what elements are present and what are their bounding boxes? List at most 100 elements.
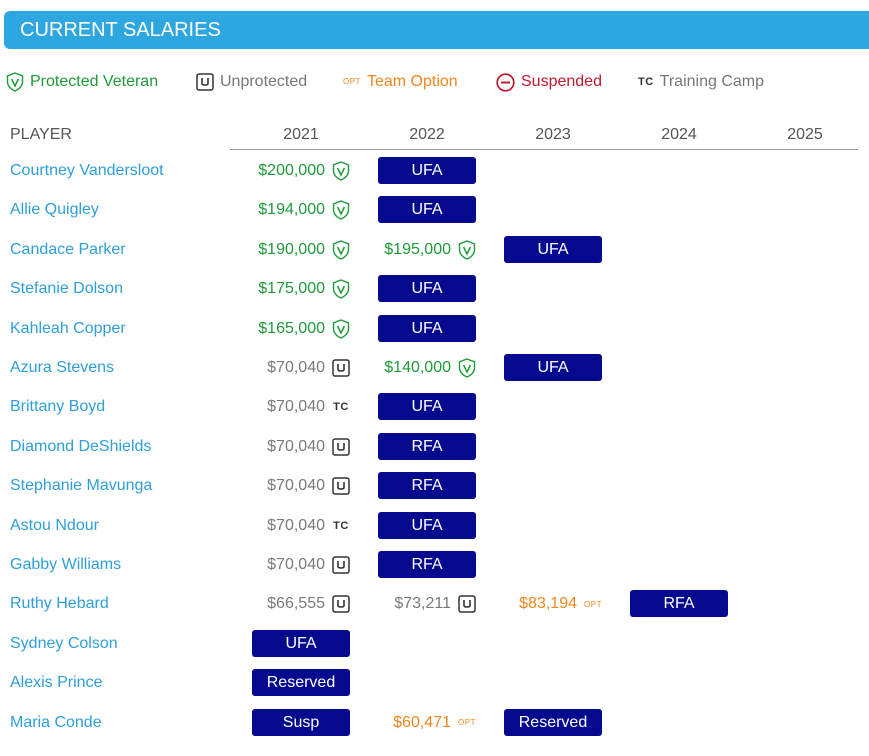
legend-tc-label: Training Camp (659, 73, 765, 90)
player-link[interactable]: Brittany Boyd (10, 398, 106, 416)
salary-amount: $195,000 (384, 240, 451, 258)
unprotected-u-icon (196, 73, 214, 91)
table-row: Gabby Williams $70,040 RFA (0, 545, 869, 584)
shield-v-icon (331, 240, 351, 260)
salary-cell: $194,000 (231, 190, 357, 229)
status-badge: UFA (504, 235, 602, 263)
legend-suspended: Suspended (496, 68, 602, 96)
player-link[interactable]: Sydney Colson (10, 634, 118, 652)
player-link[interactable]: Diamond DeShields (10, 437, 152, 455)
salary-amount: $66,555 (267, 595, 325, 613)
salary-cell: UFA (357, 269, 483, 308)
header-divider (230, 149, 858, 150)
status-badge: UFA (252, 629, 350, 657)
legend-suspended-label: Suspended (521, 73, 602, 90)
salary-cell: UFA (231, 624, 357, 663)
salary-cell: UFA (483, 230, 609, 269)
salary-cell: UFA (357, 151, 483, 190)
salary-amount: $140,000 (384, 359, 451, 376)
table-row: Stephanie Mavunga $70,040 RFA (0, 466, 869, 505)
table-row: Sydney Colson UFA (0, 624, 869, 663)
year-header-2023: 2023 (535, 126, 571, 143)
table-row: Courtney Vandersloot $200,000 UFA (0, 151, 869, 190)
salary-amount: $194,000 (258, 201, 325, 219)
player-link[interactable]: Azura Stevens (10, 359, 115, 376)
player-column-header: PLAYER (10, 126, 72, 143)
player-link[interactable]: Kahleah Copper (10, 319, 126, 337)
player-link[interactable]: Maria Conde (10, 713, 102, 731)
player-link[interactable]: Ruthy Hebard (10, 595, 109, 613)
salary-cell: $70,040 (231, 427, 357, 466)
shield-v-icon (331, 161, 351, 181)
status-badge: UFA (378, 511, 476, 539)
legend-protected-label: Protected Veteran (30, 73, 159, 90)
player-link[interactable]: Alexis Prince (10, 674, 103, 692)
salary-cell: $70,040 (231, 348, 357, 387)
salary-cell: Susp (231, 703, 357, 742)
player-link[interactable]: Allie Quigley (10, 201, 99, 219)
table-row: Ruthy Hebard $66,555 $73,211 $83,194 OPT RFA (0, 584, 869, 623)
salary-cell: $140,000 (357, 348, 483, 387)
player-link[interactable]: Gabby Williams (10, 556, 122, 573)
player-link[interactable]: Candace Parker (10, 240, 126, 258)
legend-unprotected-label: Unprotected (220, 73, 308, 90)
status-badge: UFA (378, 314, 476, 342)
salary-cell: RFA (357, 427, 483, 466)
section-header: CURRENT SALARIES (4, 11, 869, 49)
shield-v-icon (331, 200, 351, 221)
salary-cell: $70,040 TC (231, 506, 357, 545)
tc-icon: TC (333, 401, 349, 414)
status-badge: UFA (378, 196, 476, 224)
unprotected-u-icon (457, 594, 477, 614)
salary-cell: RFA (609, 584, 735, 623)
player-link[interactable]: Stephanie Mavunga (10, 477, 153, 495)
salary-cell: $66,555 (231, 584, 357, 623)
salary-amount: $165,000 (258, 319, 325, 337)
salary-amount: $70,040 (267, 477, 325, 495)
salary-cell: UFA (357, 387, 483, 426)
status-badge: Reserved (252, 669, 350, 697)
unprotected-u-icon (331, 358, 351, 378)
table-row: Astou Ndour $70,040 TC UFA (0, 506, 869, 545)
year-header-2022: 2022 (409, 126, 445, 143)
status-badge: RFA (378, 432, 476, 460)
player-link[interactable]: Astou Ndour (10, 516, 99, 534)
opt-icon: OPT (584, 599, 602, 609)
year-header-2021: 2021 (283, 126, 319, 143)
status-badge: UFA (504, 354, 602, 381)
status-badge: Susp (252, 708, 350, 736)
minus-circle-icon (496, 72, 515, 92)
salary-cell: $70,040 (231, 545, 357, 584)
player-link[interactable]: Stefanie Dolson (10, 280, 123, 298)
unprotected-u-icon (331, 437, 351, 457)
shield-v-icon (6, 72, 24, 92)
salary-amount: $190,000 (258, 240, 325, 258)
salary-amount: $200,000 (258, 162, 325, 179)
salary-amount: $70,040 (267, 359, 325, 376)
salary-cell: UFA (357, 309, 483, 348)
unprotected-u-icon (331, 555, 351, 575)
salary-cell: $200,000 (231, 151, 357, 190)
status-badge: UFA (378, 393, 476, 421)
table-row: Azura Stevens $70,040 $140,000 UFA (0, 348, 869, 387)
legend-protected-veteran: Protected Veteran (6, 68, 158, 96)
opt-icon: OPT (458, 718, 476, 728)
unprotected-u-icon (331, 594, 351, 614)
table-row: Stefanie Dolson $175,000 UFA (0, 269, 869, 308)
salary-amount: $70,040 (267, 516, 325, 534)
salary-cell: RFA (357, 466, 483, 505)
player-link[interactable]: Courtney Vandersloot (10, 162, 164, 179)
unprotected-u-icon (331, 476, 351, 496)
salary-cell: $73,211 (357, 584, 483, 623)
legend-team-option: OPT Team Option (343, 68, 458, 96)
shield-v-icon (331, 318, 351, 339)
shield-v-icon (457, 240, 477, 260)
salary-cell: Reserved (231, 663, 357, 702)
status-badge: UFA (378, 275, 476, 303)
salary-cell: $60,471 OPT (357, 703, 483, 742)
table-row: Alexis Prince Reserved (0, 663, 869, 702)
salary-cell: UFA (483, 348, 609, 387)
table-row: Maria Conde Susp $60,471 OPT Reserved (0, 703, 869, 742)
year-header-2025: 2025 (787, 126, 823, 143)
salary-cell: $195,000 (357, 230, 483, 269)
